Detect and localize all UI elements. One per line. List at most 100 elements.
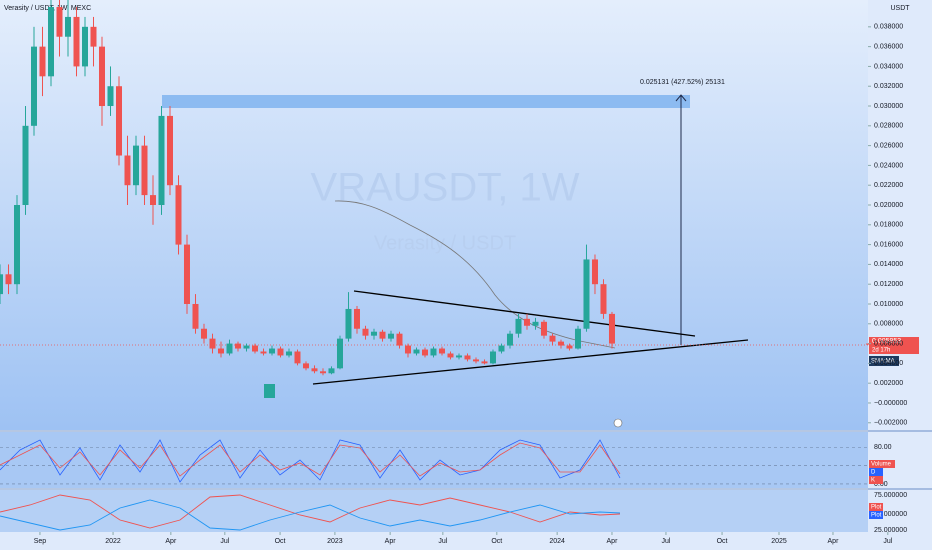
- indicator-label: Plot: [871, 513, 882, 519]
- candle-body: [90, 26, 97, 47]
- candle-body: [13, 205, 20, 285]
- candle-body: [370, 331, 377, 336]
- candle-body: [379, 331, 386, 339]
- event-icon: [613, 418, 623, 428]
- candle-body: [353, 308, 360, 329]
- candle-body: [336, 338, 343, 369]
- x-tick-label: Jul: [438, 538, 447, 545]
- y-tick-label: 0.014000: [874, 261, 903, 268]
- candle-body: [447, 353, 454, 358]
- candle-body: [81, 26, 88, 67]
- candle-body: [583, 259, 590, 329]
- candle-body: [149, 195, 156, 206]
- candle-body: [226, 343, 233, 354]
- y-tick-label: 0.006000: [874, 340, 903, 347]
- candle-body: [22, 125, 29, 206]
- candle-body: [217, 348, 224, 354]
- y-tick-label: 0.020000: [874, 202, 903, 209]
- x-tick-label: Jul: [220, 538, 229, 545]
- candle-body: [362, 328, 369, 336]
- indicator-tick-label: 80.00: [874, 444, 892, 451]
- sma-line: [334, 200, 616, 349]
- arrow-head: [675, 94, 687, 102]
- candle-body: [277, 348, 284, 356]
- indicator-tag: [869, 511, 883, 519]
- candle-body: [251, 345, 258, 352]
- candle-body: [98, 46, 105, 107]
- candle-body: [319, 371, 326, 374]
- candle-body: [540, 321, 547, 336]
- candle-body: [39, 46, 46, 77]
- candle-body: [311, 368, 318, 372]
- last-price-box: [869, 337, 919, 354]
- candle-body: [600, 284, 607, 314]
- candle-body: [481, 361, 488, 364]
- y-tick-label: 0.036000: [874, 43, 903, 50]
- indicator-tag: [869, 476, 883, 484]
- candle-body: [260, 351, 267, 354]
- y-tick-label: 0.038000: [874, 24, 903, 31]
- candle-body: [64, 16, 71, 37]
- candle-body: [107, 86, 114, 107]
- candle-body: [166, 115, 173, 186]
- candle-body: [175, 185, 182, 245]
- indicator-label: Volume: [871, 462, 892, 468]
- candle-body: [158, 115, 165, 206]
- candle-body: [73, 16, 80, 67]
- y-tick-label: 0.026000: [874, 142, 903, 149]
- candle-body: [574, 328, 581, 349]
- x-tick-label: Apr: [165, 538, 177, 545]
- y-tick-label: 0.030000: [874, 103, 903, 110]
- candle-body: [608, 313, 615, 344]
- sma-label: SMA:MA: [871, 359, 895, 365]
- candle-body: [56, 7, 63, 37]
- candle-body: [200, 328, 207, 339]
- x-tick-label: 2023: [327, 538, 343, 545]
- indicator-label: K: [871, 478, 875, 484]
- x-tick-label: 2022: [105, 538, 121, 545]
- candle-body: [557, 341, 564, 346]
- candle-body: [430, 348, 437, 356]
- candle-body: [532, 321, 539, 326]
- x-tick-label: Apr: [607, 538, 619, 545]
- candle-body: [498, 345, 505, 352]
- candle-body: [396, 333, 403, 346]
- candle-body: [472, 359, 479, 362]
- candle-body: [455, 355, 462, 358]
- y-tick-label: 0.002000: [874, 380, 903, 387]
- y-tick-label: 0.024000: [874, 162, 903, 169]
- candle-body: [515, 318, 522, 334]
- candle-body: [523, 318, 530, 326]
- y-tick-label: 0.004000: [874, 360, 903, 367]
- candle-body: [285, 351, 292, 356]
- countdown-label: 2d 17h: [872, 348, 890, 354]
- candle-body: [464, 355, 471, 360]
- measure-annotation: 0.025131 (427.52%) 25131: [640, 79, 725, 86]
- osc-line-a: [0, 494, 621, 529]
- candle-body: [115, 86, 122, 156]
- x-tick-label: 2024: [549, 538, 565, 545]
- candle-body: [294, 351, 301, 364]
- price-axis-pane: [868, 0, 932, 550]
- y-tick-label: 0.034000: [874, 63, 903, 70]
- trend-line-upper: [353, 290, 696, 337]
- candle-body: [124, 155, 131, 186]
- candle-body: [506, 333, 513, 346]
- x-tick-label: Oct: [491, 538, 502, 545]
- stoch-pane: [0, 432, 868, 488]
- osc-line-b: [0, 499, 621, 531]
- candle-body: [47, 7, 54, 77]
- candle-body: [302, 363, 309, 369]
- candle-body: [404, 345, 411, 354]
- candle-body: [489, 351, 496, 364]
- x-tick-label: Jul: [883, 538, 892, 545]
- candle-body: [438, 348, 445, 354]
- sma-box: [869, 356, 899, 366]
- y-tick-label: 0.012000: [874, 281, 903, 288]
- time-axis-pane: [0, 532, 868, 550]
- candle-body: [209, 338, 216, 349]
- indicator-tag: [869, 468, 883, 476]
- y-tick-label: 0.032000: [874, 83, 903, 90]
- last-price-label: 0.005953: [872, 338, 901, 345]
